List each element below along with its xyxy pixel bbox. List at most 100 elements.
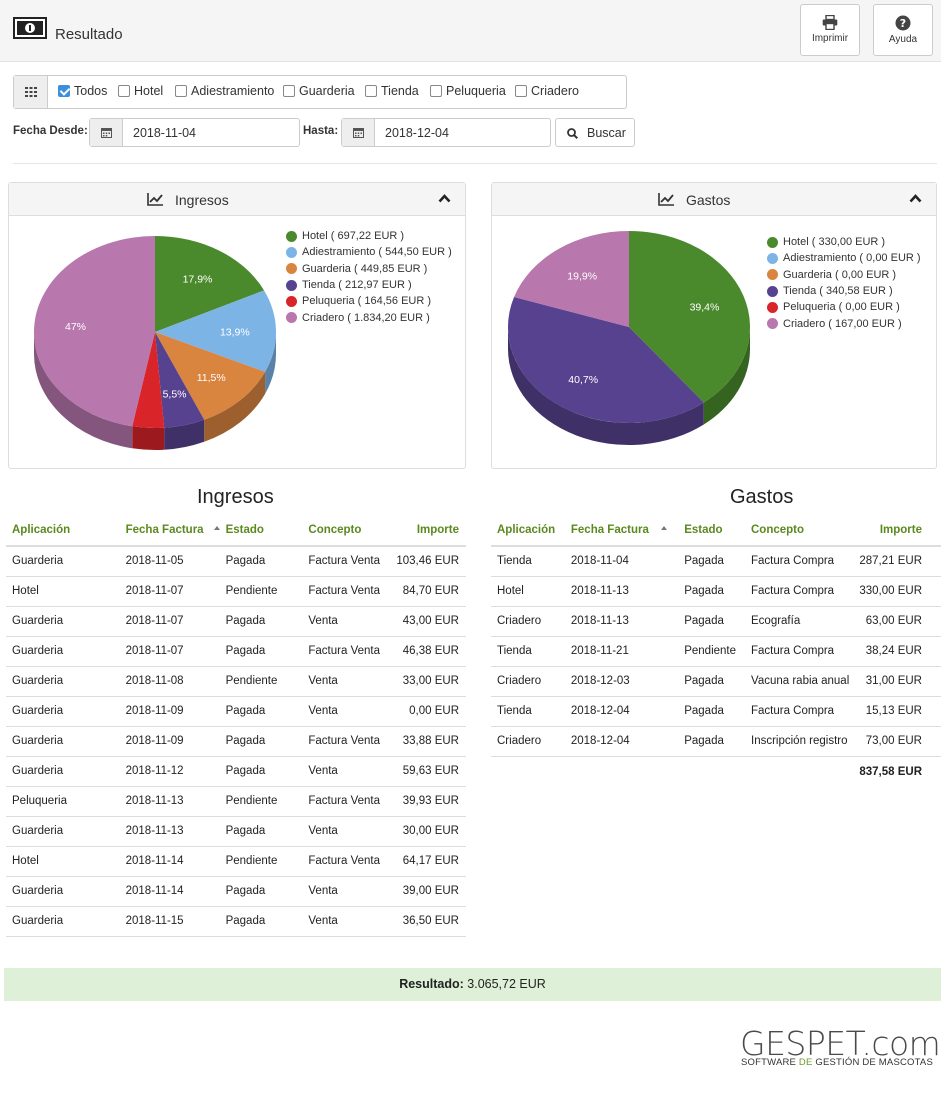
- column-header[interactable]: Aplicación: [6, 515, 120, 547]
- print-button[interactable]: Imprimir: [800, 4, 860, 56]
- checkbox-todos[interactable]: Todos: [58, 84, 107, 98]
- legend-label: Guarderia ( 0,00 EUR ): [783, 268, 897, 281]
- legend-item-adiestramiento[interactable]: Adiestramiento ( 0,00 EUR ): [767, 250, 921, 266]
- table-cell: Factura Compra: [745, 696, 853, 727]
- column-header-sorted[interactable]: Fecha Factura: [119, 515, 220, 547]
- help-label: Ayuda: [888, 34, 918, 45]
- pie-slice-side: [34, 332, 133, 449]
- table-row[interactable]: Guarderia 2018-11-13 Pagada Venta 30,00 EUR: [6, 816, 466, 847]
- table-row[interactable]: Guarderia 2018-11-15 Pagada Venta 36,50 EUR: [6, 906, 466, 937]
- legend-item-guarderia[interactable]: Guarderia ( 0,00 EUR ): [767, 267, 921, 283]
- checkbox-guarderia[interactable]: Guarderia: [283, 84, 355, 98]
- table-cell: Pagada: [219, 606, 303, 637]
- table-row[interactable]: Guarderia 2018-11-09 Pagada Venta 0,00 EUR: [6, 696, 466, 727]
- table-row[interactable]: Peluqueria 2018-11-13 Pendiente Factura Ven…: [6, 786, 466, 817]
- table-cell: 15,13 EUR: [852, 696, 941, 727]
- checkbox-box[interactable]: [430, 85, 442, 97]
- checkbox-box[interactable]: [515, 85, 527, 97]
- column-header[interactable]: Importe: [852, 515, 941, 547]
- column-header[interactable]: Concepto: [302, 515, 391, 547]
- table-cell: 2018-12-03: [564, 666, 679, 697]
- legend-item-criadero[interactable]: Criadero ( 1.834,20 EUR ): [286, 309, 452, 325]
- checkbox-criadero[interactable]: Criadero: [515, 84, 579, 98]
- table-cell: 33,88 EUR: [390, 726, 466, 757]
- column-header[interactable]: Estado: [219, 515, 303, 547]
- checkbox-hotel[interactable]: Hotel: [118, 84, 163, 98]
- table-row[interactable]: Hotel 2018-11-14 Pendiente Factura Venta 64,…: [6, 846, 466, 877]
- legend-label: Peluqueria ( 0,00 EUR ): [783, 301, 900, 314]
- table-cell: 2018-11-12: [119, 756, 220, 787]
- calendar-addon[interactable]: [90, 119, 123, 146]
- column-header[interactable]: Aplicación: [491, 515, 565, 547]
- legend-item-adiestramiento[interactable]: Adiestramiento ( 544,50 EUR ): [286, 244, 452, 260]
- checkbox-box[interactable]: [365, 85, 377, 97]
- search-button[interactable]: Buscar: [555, 118, 635, 147]
- help-button[interactable]: ? Ayuda: [873, 4, 933, 56]
- panel-title: Ingresos: [175, 192, 229, 208]
- table-row[interactable]: Guarderia 2018-11-08 Pendiente Venta 33,00 E…: [6, 666, 466, 697]
- checkbox-peluqueria[interactable]: Peluqueria: [430, 84, 506, 98]
- pie-slice-peluqueria[interactable]: [132, 332, 165, 428]
- table-row[interactable]: Hotel 2018-11-13 Pagada Factura Compra 330,0…: [491, 576, 941, 607]
- legend-label: Hotel ( 330,00 EUR ): [783, 236, 886, 249]
- pie-slice-tienda[interactable]: [155, 332, 205, 428]
- pie-slice-criadero[interactable]: [514, 231, 629, 327]
- pie-slice-guarderia[interactable]: [155, 332, 266, 420]
- calendar-addon[interactable]: [342, 119, 375, 146]
- legend-item-hotel[interactable]: Hotel ( 330,00 EUR ): [767, 234, 921, 250]
- table-row[interactable]: Hotel 2018-11-07 Pendiente Factura Venta 84,…: [6, 576, 466, 607]
- legend-item-tienda[interactable]: Tienda ( 340,58 EUR ): [767, 283, 921, 299]
- pie-slice-label: 13,9%: [220, 326, 250, 338]
- table-row[interactable]: Criadero 2018-11-13 Pagada Ecografía 63,00 E…: [491, 606, 941, 637]
- table-row[interactable]: Tienda 2018-11-21 Pendiente Factura Compra 3…: [491, 636, 941, 667]
- svg-text:?: ?: [900, 17, 906, 30]
- chevron-up-icon[interactable]: [438, 194, 451, 203]
- table-row[interactable]: Guarderia 2018-11-09 Pagada Factura Venta 33…: [6, 726, 466, 757]
- table-row[interactable]: Criadero 2018-12-04 Pagada Inscripción regi…: [491, 726, 941, 757]
- pie-slice-tienda[interactable]: [508, 296, 704, 423]
- column-header[interactable]: Concepto: [745, 515, 853, 547]
- checkbox-label: Peluqueria: [446, 84, 506, 98]
- table-row[interactable]: Guarderia 2018-11-14 Pagada Venta 39,00 EUR: [6, 876, 466, 907]
- table-cell: Guarderia: [6, 756, 120, 787]
- legend-item-guarderia[interactable]: Guarderia ( 449,85 EUR ): [286, 261, 452, 277]
- legend-item-tienda[interactable]: Tienda ( 212,97 EUR ): [286, 277, 452, 293]
- checkbox-tienda[interactable]: Tienda: [365, 84, 419, 98]
- column-header-sorted[interactable]: Fecha Factura: [564, 515, 679, 547]
- table-row[interactable]: Guarderia 2018-11-05 Pagada Factura Venta 10…: [6, 546, 466, 577]
- from-date-label: Fecha Desde:: [13, 125, 88, 137]
- pie-slice-adiestramiento[interactable]: [155, 290, 276, 372]
- table-row[interactable]: Guarderia 2018-11-07 Pagada Venta 43,00 EUR: [6, 606, 466, 637]
- pie-slice-hotel[interactable]: [629, 231, 750, 403]
- page-title: Resultado: [55, 26, 123, 43]
- table-cell: 84,70 EUR: [390, 576, 466, 607]
- pie-slice-criadero[interactable]: [33, 236, 155, 427]
- checkbox-box[interactable]: [283, 85, 295, 97]
- table-row[interactable]: Guarderia 2018-11-07 Pagada Factura Venta 46…: [6, 636, 466, 667]
- column-header[interactable]: Importe: [390, 515, 466, 547]
- table-row[interactable]: Tienda 2018-11-04 Pagada Factura Compra 287,…: [491, 546, 941, 577]
- checkbox-box[interactable]: [175, 85, 187, 97]
- pie-slice-hotel[interactable]: [155, 236, 265, 332]
- grid-addon: [14, 76, 48, 108]
- question-icon: ?: [895, 15, 911, 31]
- legend-item-peluqueria[interactable]: Peluqueria ( 164,56 EUR ): [286, 293, 452, 309]
- table-cell: Pagada: [219, 816, 303, 847]
- from-date-input[interactable]: 2018-11-04: [89, 118, 300, 147]
- column-header[interactable]: Estado: [678, 515, 745, 547]
- legend-label: Peluqueria ( 164,56 EUR ): [302, 295, 432, 308]
- line-chart-icon: [658, 193, 674, 206]
- table-row[interactable]: Criadero 2018-12-03 Pagada Vacuna rabia anu…: [491, 666, 941, 697]
- table-cell: Factura Venta: [302, 546, 391, 577]
- legend-item-criadero[interactable]: Criadero ( 167,00 EUR ): [767, 315, 921, 331]
- checkbox-adiestramiento[interactable]: Adiestramiento: [175, 84, 274, 98]
- chevron-up-icon[interactable]: [909, 194, 922, 203]
- table-cell: Venta: [302, 906, 391, 937]
- legend-item-hotel[interactable]: Hotel ( 697,22 EUR ): [286, 228, 452, 244]
- table-row[interactable]: Tienda 2018-12-04 Pagada Factura Compra 15,1…: [491, 696, 941, 727]
- checkbox-box[interactable]: [58, 85, 70, 97]
- to-date-input[interactable]: 2018-12-04: [341, 118, 551, 147]
- table-row[interactable]: Guarderia 2018-11-12 Pagada Venta 59,63 EUR: [6, 756, 466, 787]
- legend-item-peluqueria[interactable]: Peluqueria ( 0,00 EUR ): [767, 299, 921, 315]
- checkbox-box[interactable]: [118, 85, 130, 97]
